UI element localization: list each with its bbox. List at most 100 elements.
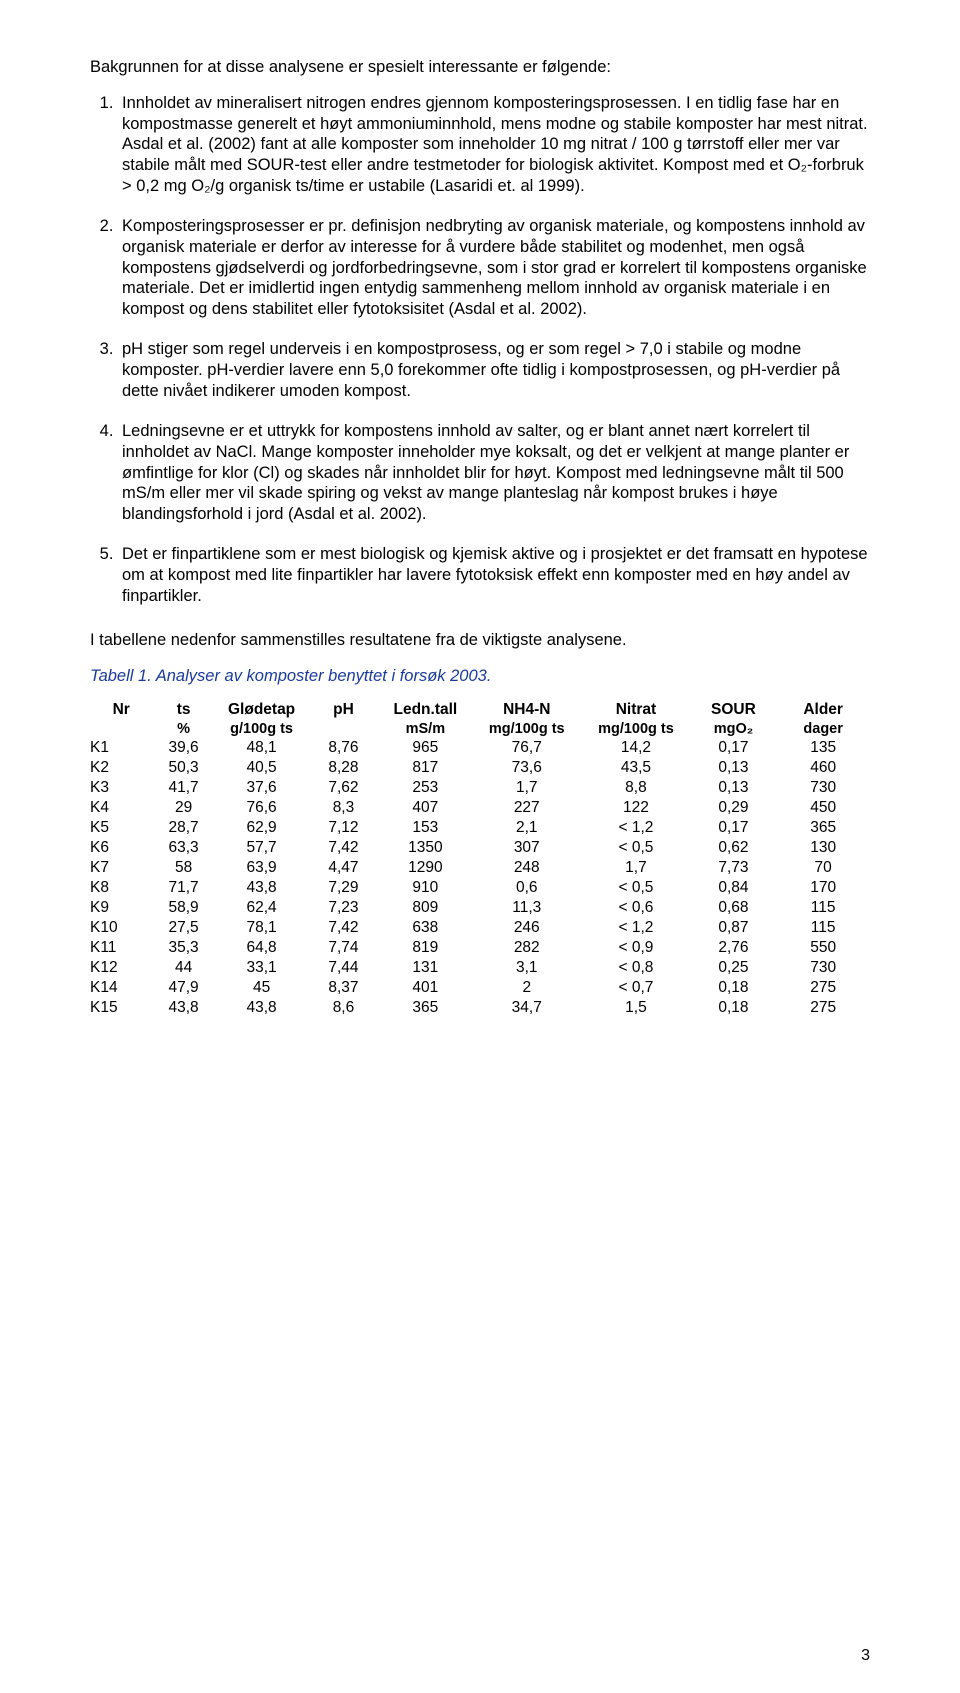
table-cell: 64,8 [215,938,309,958]
data-table: NrtsGlødetappHLedn.tallNH4-NNitratSOURAl… [90,700,870,1018]
table-row: K250,340,58,2881773,643,50,13460 [90,758,870,778]
table-cell: 819 [379,938,473,958]
table-row: K1447,9458,374012< 0,70,18275 [90,978,870,998]
table-cell: 14,2 [581,738,690,758]
table-cell: 43,8 [215,998,309,1018]
table-cell: 45 [215,978,309,998]
table-cell: 7,62 [308,778,378,798]
table-cell: 27,5 [152,918,214,938]
table-header-cell: SOUR [691,700,777,720]
table-cell: K7 [90,858,152,878]
table-cell: K12 [90,958,152,978]
list-item: Det er finpartiklene som er mest biologi… [118,544,870,606]
table-row: K42976,68,34072271220,29450 [90,798,870,818]
table-cell: K10 [90,918,152,938]
table-cell: 809 [379,898,473,918]
table-cell: 131 [379,958,473,978]
list-item: pH stiger som regel underveis i en kompo… [118,339,870,401]
table-cell: 135 [776,738,870,758]
table-cell: 35,3 [152,938,214,958]
table-cell: 44 [152,958,214,978]
table-row: K75863,94,4712902481,77,7370 [90,858,870,878]
table-cell: 407 [379,798,473,818]
table-cell: 730 [776,958,870,978]
table-cell: 0,18 [691,998,777,1018]
table-cell: < 1,2 [581,818,690,838]
table-cell: 34,7 [472,998,581,1018]
table-cell: K3 [90,778,152,798]
table-cell: 62,9 [215,818,309,838]
table-cell: 1350 [379,838,473,858]
table-cell: 63,9 [215,858,309,878]
list-item: Innholdet av mineralisert nitrogen endre… [118,93,870,196]
table-cell: 62,4 [215,898,309,918]
table-cell: 275 [776,978,870,998]
table-cell: 3,1 [472,958,581,978]
table-cell: K6 [90,838,152,858]
table-header-row: NrtsGlødetappHLedn.tallNH4-NNitratSOURAl… [90,700,870,720]
table-cell: 7,44 [308,958,378,978]
page-container: Bakgrunnen for at disse analysene er spe… [0,0,960,1693]
table-cell: 43,8 [215,878,309,898]
table-cell: 0,18 [691,978,777,998]
table-cell: 275 [776,998,870,1018]
table-row: K1027,578,17,42638246< 1,20,87115 [90,918,870,938]
table-cell: K2 [90,758,152,778]
table-subheader-cell: mg/100g ts [472,720,581,738]
table-cell: 0,6 [472,878,581,898]
table-cell: 8,37 [308,978,378,998]
table-caption: Tabell 1. Analyser av komposter benyttet… [90,667,870,686]
table-cell: 0,17 [691,738,777,758]
table-cell: 63,3 [152,838,214,858]
table-cell: 401 [379,978,473,998]
table-cell: 1,7 [581,858,690,878]
table-header-cell: pH [308,700,378,720]
table-cell: 0,17 [691,818,777,838]
table-cell: 1290 [379,858,473,878]
table-cell: 460 [776,758,870,778]
table-row: K341,737,67,622531,78,80,13730 [90,778,870,798]
table-row: K663,357,77,421350307< 0,50,62130 [90,838,870,858]
table-cell: 43,8 [152,998,214,1018]
table-cell: K5 [90,818,152,838]
table-cell: 57,7 [215,838,309,858]
table-cell: 76,7 [472,738,581,758]
table-header-cell: Ledn.tall [379,700,473,720]
table-cell: 7,23 [308,898,378,918]
table-cell: 8,6 [308,998,378,1018]
table-cell: 7,29 [308,878,378,898]
table-cell: 2,1 [472,818,581,838]
table-cell: 7,42 [308,918,378,938]
table-row: K139,648,18,7696576,714,20,17135 [90,738,870,758]
table-header-cell: NH4-N [472,700,581,720]
table-cell: K14 [90,978,152,998]
table-cell: K8 [90,878,152,898]
table-cell: 130 [776,838,870,858]
table-cell: 248 [472,858,581,878]
table-subheader-cell: % [152,720,214,738]
table-cell: < 0,6 [581,898,690,918]
table-row: K124433,17,441313,1< 0,80,25730 [90,958,870,978]
numbered-list: Innholdet av mineralisert nitrogen endre… [90,93,870,606]
table-row: K1543,843,88,636534,71,50,18275 [90,998,870,1018]
table-cell: 29 [152,798,214,818]
table-cell: < 1,2 [581,918,690,938]
table-cell: 1,5 [581,998,690,1018]
table-cell: 71,7 [152,878,214,898]
table-cell: 246 [472,918,581,938]
table-cell: 450 [776,798,870,818]
table-cell: K1 [90,738,152,758]
table-cell: 550 [776,938,870,958]
table-cell: 1,7 [472,778,581,798]
table-cell: 0,13 [691,758,777,778]
table-cell: 0,68 [691,898,777,918]
table-cell: K9 [90,898,152,918]
table-cell: 7,74 [308,938,378,958]
table-cell: 39,6 [152,738,214,758]
table-cell: 40,5 [215,758,309,778]
table-cell: 365 [776,818,870,838]
table-cell: 2 [472,978,581,998]
table-header-cell: Glødetap [215,700,309,720]
table-cell: 50,3 [152,758,214,778]
table-cell: 33,1 [215,958,309,978]
